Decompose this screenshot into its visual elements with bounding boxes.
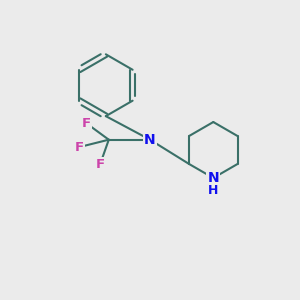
- Text: H: H: [208, 184, 218, 197]
- Text: F: F: [95, 158, 104, 171]
- Text: F: F: [82, 117, 91, 130]
- Text: N: N: [208, 171, 219, 185]
- Text: N: N: [144, 133, 156, 147]
- Text: F: F: [75, 141, 84, 154]
